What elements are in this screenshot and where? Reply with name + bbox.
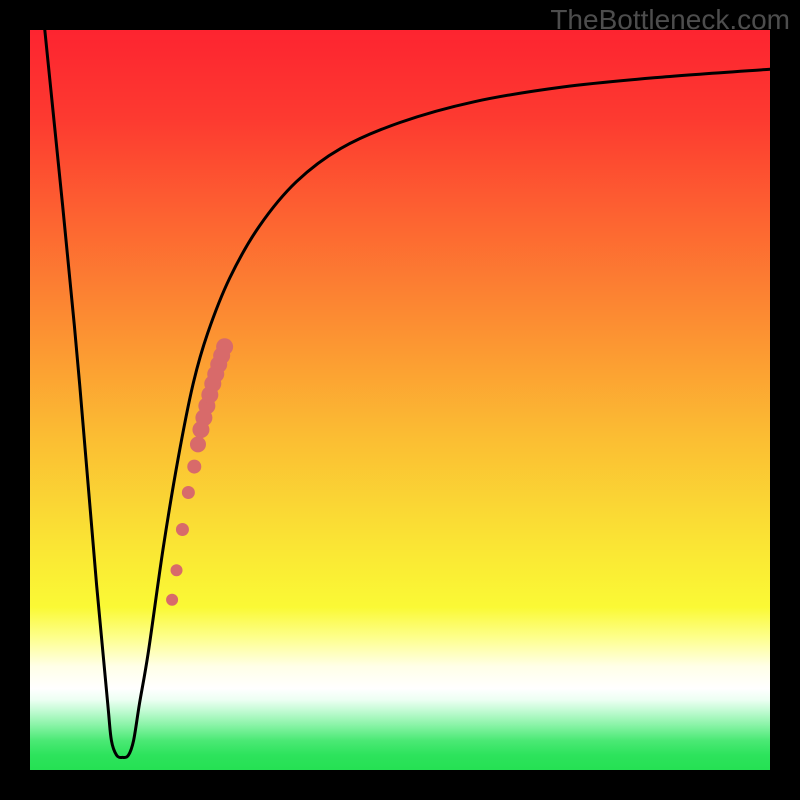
data-marker bbox=[190, 436, 206, 452]
chart-background-gradient bbox=[30, 30, 770, 770]
data-marker bbox=[216, 338, 233, 355]
data-marker bbox=[187, 460, 201, 474]
data-marker bbox=[166, 594, 178, 606]
data-marker bbox=[176, 523, 189, 536]
bottleneck-chart bbox=[0, 0, 800, 800]
data-marker bbox=[171, 564, 183, 576]
watermark-text: TheBottleneck.com bbox=[550, 4, 790, 36]
data-marker bbox=[182, 486, 195, 499]
